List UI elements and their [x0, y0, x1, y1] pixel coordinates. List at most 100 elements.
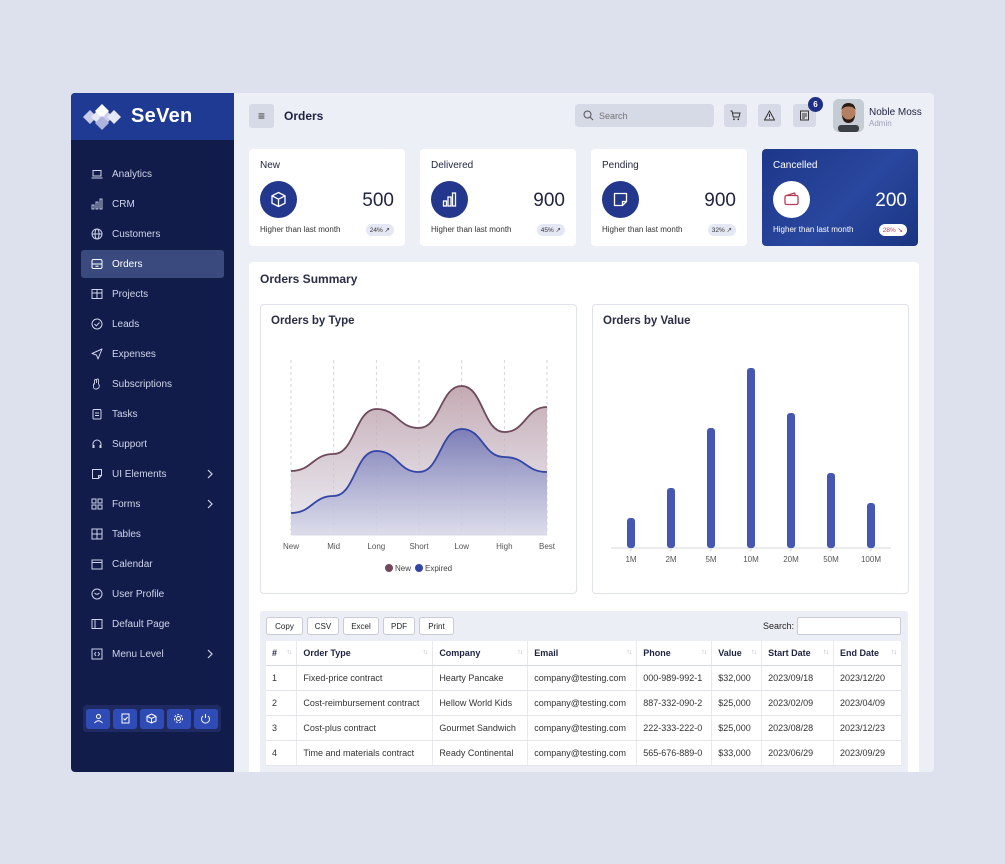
card-footer-text: Higher than last month — [602, 225, 683, 234]
bar[interactable] — [707, 428, 715, 548]
table-row[interactable]: 4 Time and materials contract Ready Contin… — [266, 740, 902, 766]
user-name[interactable]: Noble Moss — [869, 107, 922, 118]
sidebar-item-forms[interactable]: Forms — [81, 490, 224, 518]
sidebar-item-label: Menu Level — [112, 648, 164, 660]
table-cell: company@testing.com — [527, 690, 638, 716]
column-header[interactable]: Company ↑↓ — [432, 641, 529, 666]
sidebar-item-orders[interactable]: Orders — [81, 250, 224, 278]
table-cell: 2023/06/29 — [761, 740, 835, 766]
x-tick-label: Best — [539, 542, 556, 551]
bar[interactable] — [667, 488, 675, 548]
csv-button[interactable]: CSV — [307, 617, 339, 635]
stat-card-pending[interactable]: Pending 900 Higher than last month 32% ↗ — [591, 149, 747, 246]
sidebar-item-tables[interactable]: Tables — [81, 520, 224, 548]
series-line-new[interactable] — [290, 385, 548, 472]
chart-title: Orders by Value — [603, 315, 691, 327]
bar[interactable] — [747, 368, 755, 548]
print-button[interactable]: Print — [419, 617, 454, 635]
sidebar-item-subscriptions[interactable]: Subscriptions — [81, 370, 224, 398]
table-cell: $25,000 — [711, 690, 763, 716]
column-header[interactable]: Start Date ↑↓ — [761, 641, 835, 666]
table-cell: Cost-plus contract — [296, 715, 434, 741]
bar[interactable] — [867, 503, 875, 548]
bar-chart-icon — [91, 198, 103, 210]
legend-label[interactable]: New — [395, 564, 411, 573]
sidebar-item-support[interactable]: Support — [81, 430, 224, 458]
table-cell: 2023/12/23 — [833, 715, 902, 741]
table-row[interactable]: 1 Fixed-price contract Hearty Pancake compa… — [266, 665, 902, 691]
pdf-button[interactable]: PDF — [383, 617, 415, 635]
user-button[interactable] — [86, 708, 111, 729]
table-cell: 887-332-090-2 — [636, 690, 713, 716]
laptop-icon — [91, 168, 103, 180]
brand[interactable]: SeVen — [71, 93, 234, 140]
column-header[interactable]: # ↑↓ — [266, 641, 298, 666]
table-cell: company@testing.com — [527, 715, 638, 741]
stat-card-cancelled[interactable]: Cancelled 200 Higher than last month 28%… — [762, 149, 918, 246]
table-cell: Hearty Pancake — [432, 665, 529, 691]
search-input[interactable] — [599, 110, 699, 121]
sidebar-item-label: Tables — [112, 528, 141, 540]
settings-button[interactable] — [166, 708, 191, 729]
column-header[interactable]: Email ↑↓ — [527, 641, 638, 666]
sidebar-item-customers[interactable]: Customers — [81, 220, 224, 248]
alert-button[interactable] — [758, 104, 781, 127]
sidebar-item-tasks[interactable]: Tasks — [81, 400, 224, 428]
sidebar-item-projects[interactable]: Projects — [81, 280, 224, 308]
table-body: 1 Fixed-price contract Hearty Pancake compa… — [266, 665, 902, 766]
table-cell: company@testing.com — [527, 665, 638, 691]
sidebar-item-ui-elements[interactable]: UI Elements — [81, 460, 224, 488]
sidebar-item-menu-level[interactable]: Menu Level — [81, 640, 224, 668]
sidebar-nav: Analytics CRM Customers Orders Projects … — [71, 160, 234, 670]
bar[interactable] — [827, 473, 835, 548]
search-icon — [583, 110, 594, 121]
box-button[interactable] — [139, 708, 164, 729]
gear-icon — [174, 714, 184, 723]
table-row[interactable]: 3 Cost-plus contract Gourmet Sandwich compa… — [266, 715, 902, 741]
table-cell: 2 — [266, 690, 298, 716]
series-line-expired[interactable] — [290, 428, 548, 514]
sidebar-item-expenses[interactable]: Expenses — [81, 340, 224, 368]
sidebar-item-calendar[interactable]: Calendar — [81, 550, 224, 578]
legend-label[interactable]: Expired — [425, 564, 452, 573]
table-row[interactable]: 2 Cost-reimbursement contract Hellow World… — [266, 690, 902, 716]
cart-button[interactable] — [724, 104, 747, 127]
column-header[interactable]: Order Type ↑↓ — [296, 641, 434, 666]
box-icon — [146, 713, 157, 724]
tasks-button[interactable] — [113, 708, 138, 729]
sidebar-item-default-page[interactable]: Default Page — [81, 610, 224, 638]
card-percent-badge: 32% ↗ — [707, 224, 736, 236]
card-value: 500 — [362, 190, 394, 211]
sidebar-item-label: Support — [112, 438, 148, 450]
bar[interactable] — [627, 518, 635, 548]
sidebar-item-label: Forms — [112, 498, 141, 510]
column-header[interactable]: Phone ↑↓ — [636, 641, 713, 666]
table-search-input[interactable] — [797, 617, 901, 635]
power-button[interactable] — [193, 708, 218, 729]
brand-name: SeVen — [131, 105, 193, 127]
sidebar-item-leads[interactable]: Leads — [81, 310, 224, 338]
avatar[interactable] — [833, 99, 864, 132]
column-header[interactable]: End Date ↑↓ — [833, 641, 902, 666]
sidebar-item-user-profile[interactable]: User Profile — [81, 580, 224, 608]
card-title: Cancelled — [773, 160, 818, 171]
chevron-right-icon — [207, 499, 213, 509]
sidebar-item-label: Calendar — [112, 558, 153, 570]
copy-button[interactable]: Copy — [266, 617, 303, 635]
search-bar[interactable] — [575, 104, 714, 127]
excel-button[interactable]: Excel — [343, 617, 379, 635]
column-header[interactable]: Value ↑↓ — [711, 641, 763, 666]
table-icon — [91, 528, 103, 540]
hamburger-icon: ≡ — [257, 109, 265, 123]
stat-card-new[interactable]: New 500 Higher than last month 24% ↗ — [249, 149, 405, 246]
stat-card-delivered[interactable]: Delivered 900 Higher than last month 45%… — [420, 149, 576, 246]
orders-by-value-chart: Orders by Value 1M 2M 5M 10M 20M 50M 100M — [592, 304, 909, 594]
table-cell: $33,000 — [711, 740, 763, 766]
bar[interactable] — [787, 413, 795, 548]
page-icon — [91, 618, 103, 630]
sidebar-item-crm[interactable]: CRM — [81, 190, 224, 218]
table-cell: Time and materials contract — [296, 740, 434, 766]
menu-toggle-button[interactable]: ≡ — [249, 104, 274, 128]
sidebar-item-analytics[interactable]: Analytics — [81, 160, 224, 188]
sidebar-item-label: Customers — [112, 228, 161, 240]
